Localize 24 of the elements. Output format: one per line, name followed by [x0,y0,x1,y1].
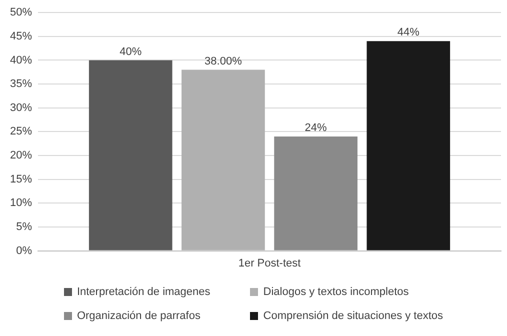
legend-label: Dialogos y textos incompletos [263,286,409,298]
legend-label: Interpretación de imagenes [76,286,210,298]
data-label: 24% [304,122,328,134]
y-tick-label: 30% [10,102,32,114]
y-tick-label: 40% [10,54,32,66]
bar [366,41,450,250]
x-tick-label: 1er Post-test [238,257,301,270]
bar [88,60,172,250]
y-tick-label: 0% [16,244,32,257]
legend-label: Comprensión de situaciones y textos [263,310,444,322]
y-tick-label: 15% [10,173,32,186]
y-tick-label: 45% [10,30,32,42]
y-tick-label: 50% [10,6,32,19]
y-tick-label: 35% [10,78,32,90]
data-label: 44% [397,26,420,39]
data-label: 38.00% [204,55,242,68]
y-tick-label: 5% [16,221,32,234]
y-tick-label: 20% [10,150,32,162]
bar [182,70,265,250]
y-tick-label: 25% [10,126,32,138]
legend-label: Organización de parrafos [76,310,200,322]
data-label: 40% [120,46,142,58]
y-tick-label: 10% [10,197,32,210]
bar [274,136,358,250]
